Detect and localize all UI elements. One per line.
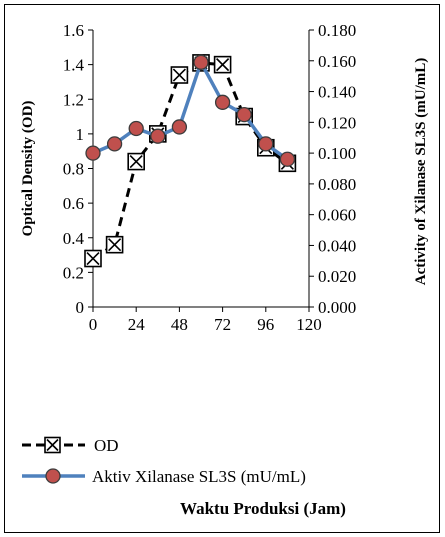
xilanase-point	[85, 145, 101, 161]
y-axis-label: Optical Density (OD)	[20, 101, 36, 237]
y-tick-label: 1.4	[63, 56, 85, 75]
od-point-x	[216, 58, 230, 72]
y2-tick-label: 0.120	[318, 113, 356, 132]
legend-item-od: OD	[22, 436, 119, 455]
y2-axis-label: Activity of Xilanase SL3S (mU/mL)	[413, 58, 429, 286]
y2-tick-label: 0.060	[318, 206, 356, 225]
x-tick-label: 120	[296, 315, 322, 334]
od-point-x	[108, 238, 122, 252]
xilanase-point	[150, 128, 166, 144]
series-layer	[84, 54, 297, 268]
x-tick-label: 24	[128, 315, 146, 334]
y2-tick-label: 0.100	[318, 144, 356, 163]
xilanase-point	[171, 119, 188, 135]
od-point-x	[86, 251, 100, 266]
xilanase-point	[236, 106, 252, 123]
y-tick-label: 0.6	[63, 194, 84, 213]
y-tick-label: 0.8	[63, 160, 84, 179]
series-xilanase	[85, 54, 296, 167]
y-tick-label: 0.2	[63, 263, 84, 282]
y2-tick-label: 0.000	[318, 298, 356, 317]
legend-item-xilanase: Aktiv Xilanase SL3S (mU/mL)	[22, 467, 306, 486]
y-tick-label: 0.4	[63, 229, 85, 248]
y2-tick-label: 0.080	[318, 175, 356, 194]
od-point-x	[129, 155, 143, 169]
y2-tick-label: 0.040	[318, 236, 356, 255]
y-tick-label: 1.2	[63, 90, 84, 109]
chart-frame	[4, 4, 440, 533]
y-tick-label: 1	[76, 125, 85, 144]
series-od	[84, 54, 297, 268]
x-tick-label: 96	[257, 315, 274, 334]
legend: OD Aktiv Xilanase SL3S (mU/mL)	[22, 436, 306, 486]
ticks: 0 0.2 0.4 0.6 0.8 1 1.2 1.4 1.6 0.000 0.020 0.040 0.…	[63, 21, 357, 334]
y2-tick-label: 0.020	[318, 267, 356, 286]
legend-od-label: OD	[94, 436, 119, 455]
y-tick-label: 0	[76, 298, 85, 317]
xilanase-point	[128, 120, 144, 137]
od-point-x	[172, 68, 186, 82]
legend-xil-label: Aktiv Xilanase SL3S (mU/mL)	[92, 467, 306, 486]
y2-tick-label: 0.160	[318, 52, 356, 71]
xilanase-point	[106, 136, 123, 152]
xilanase-point	[258, 136, 274, 152]
y2-tick-label: 0.180	[318, 21, 356, 40]
x-tick-label: 0	[89, 315, 98, 334]
xilanase-point	[279, 151, 296, 167]
legend-xil-marker	[45, 468, 61, 484]
legend-od-marker-x	[46, 438, 59, 452]
xilanase-point	[193, 54, 209, 70]
y2-tick-label: 0.140	[318, 83, 356, 102]
x-tick-label: 72	[214, 315, 231, 334]
xilanase-line	[92, 60, 289, 161]
x-axis-label: Waktu Produksi (Jam)	[180, 499, 346, 518]
y-tick-label: 1.6	[63, 21, 84, 40]
xilanase-point	[214, 94, 231, 110]
x-tick-label: 48	[171, 315, 188, 334]
